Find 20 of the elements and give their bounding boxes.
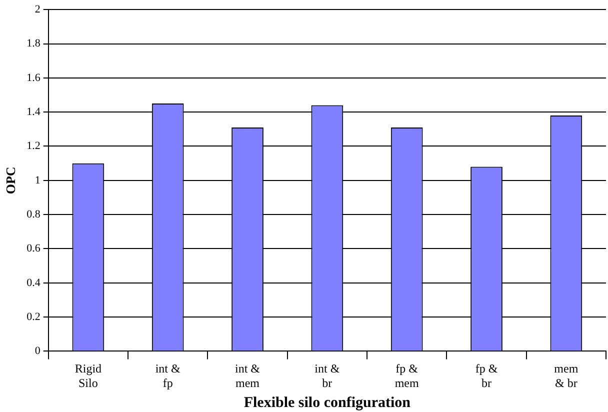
y-tick-label: 1.8 bbox=[26, 38, 41, 50]
y-tick-label: 2 bbox=[34, 3, 40, 16]
y-tick-label: 0.8 bbox=[26, 208, 41, 220]
y-tick-label: 0.4 bbox=[26, 276, 41, 289]
x-tick-label: fp & br bbox=[475, 362, 498, 390]
x-tick-label: Rigid Silo bbox=[74, 362, 102, 390]
y-tick-label: 1.6 bbox=[26, 72, 41, 84]
x-tick-label: int & mem bbox=[235, 362, 261, 390]
y-tick-label: 0 bbox=[34, 345, 41, 358]
x-tick-label: int & fp bbox=[155, 362, 182, 390]
y-axis-title: OPC bbox=[3, 166, 18, 194]
y-tick-label: 0.2 bbox=[26, 310, 40, 323]
y-tick-label: 0.6 bbox=[26, 242, 41, 255]
x-tick-label: fp & mem bbox=[394, 362, 420, 390]
x-axis-title: Flexible silo configuration bbox=[244, 394, 412, 411]
x-tick-label: mem & br bbox=[554, 362, 579, 390]
x-tick-label: int & br bbox=[314, 362, 340, 390]
y-tick-label: 1 bbox=[34, 174, 40, 186]
y-tick-label: 1.4 bbox=[26, 106, 41, 118]
y-tick-label: 1.2 bbox=[26, 140, 40, 152]
